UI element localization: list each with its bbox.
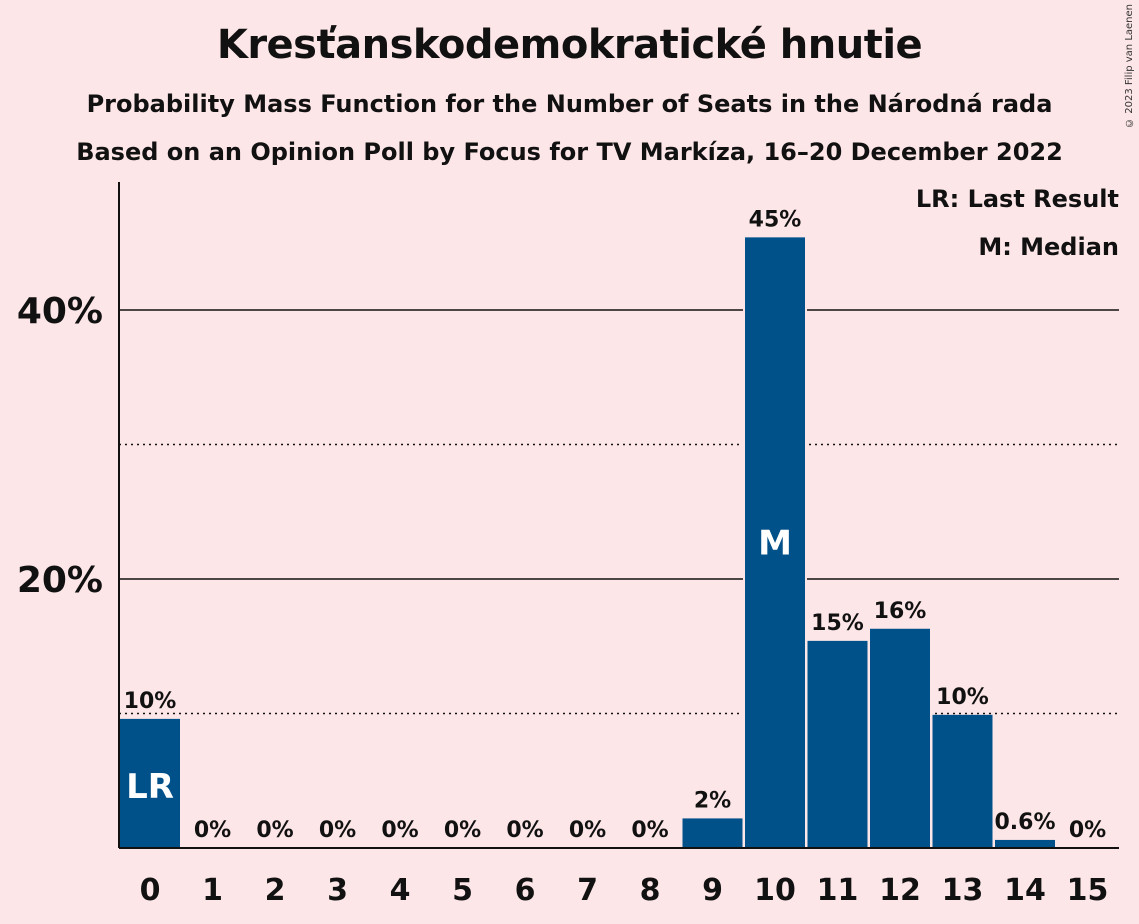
x-tick-label: 7 (577, 873, 598, 908)
value-label: 0% (381, 818, 418, 843)
value-label: 0% (256, 818, 293, 843)
value-label: 2% (694, 788, 731, 813)
value-label: 10% (936, 685, 989, 710)
value-label: 10% (124, 689, 177, 714)
bar-10 (745, 237, 805, 848)
value-label: 0% (194, 818, 231, 843)
x-tick-label: 13 (942, 873, 984, 908)
x-tick-label: 15 (1067, 873, 1109, 908)
value-label: 0% (631, 818, 668, 843)
legend-last-result: LR: Last Result (915, 185, 1119, 213)
x-tick-label: 5 (452, 873, 473, 908)
bar-0 (120, 718, 180, 848)
x-tick-label: 8 (640, 873, 661, 908)
x-tick-label: 6 (515, 873, 536, 908)
x-tick-label: 14 (1004, 873, 1046, 908)
x-tick-label: 1 (202, 873, 223, 908)
value-label: 0% (319, 818, 356, 843)
value-label: 0% (444, 818, 481, 843)
x-tick-label: 4 (390, 873, 411, 908)
value-label: 16% (874, 599, 927, 624)
value-label: 45% (749, 207, 802, 232)
bar-9 (682, 818, 743, 848)
bar-14 (995, 839, 1055, 848)
y-tick-label: 20% (17, 560, 103, 601)
x-tick-label: 12 (879, 873, 921, 908)
value-label: 0% (1069, 818, 1106, 843)
x-tick-label: 0 (140, 873, 161, 908)
value-label: 0.6% (994, 810, 1055, 835)
bar-12 (870, 628, 930, 848)
x-tick-label: 11 (817, 873, 859, 908)
x-tick-label: 9 (702, 873, 723, 908)
bar-13 (932, 714, 993, 848)
chart-title: Kresťanskodemokratické hnutie (216, 22, 923, 68)
value-label: 15% (811, 611, 864, 636)
y-tick-label: 40% (17, 291, 103, 332)
value-label: 0% (506, 818, 543, 843)
x-tick-label: 10 (754, 873, 796, 908)
x-tick-label: 2 (265, 873, 286, 908)
median-marker: M (758, 524, 792, 564)
chart-subtitle: Probability Mass Function for the Number… (86, 90, 1053, 118)
x-tick-label: 3 (327, 873, 348, 908)
legend-median: M: Median (978, 233, 1119, 261)
last-result-marker: LR (126, 767, 174, 807)
value-label: 0% (569, 818, 606, 843)
bar-11 (807, 640, 868, 848)
chart-source-line: Based on an Opinion Poll by Focus for TV… (76, 138, 1063, 166)
